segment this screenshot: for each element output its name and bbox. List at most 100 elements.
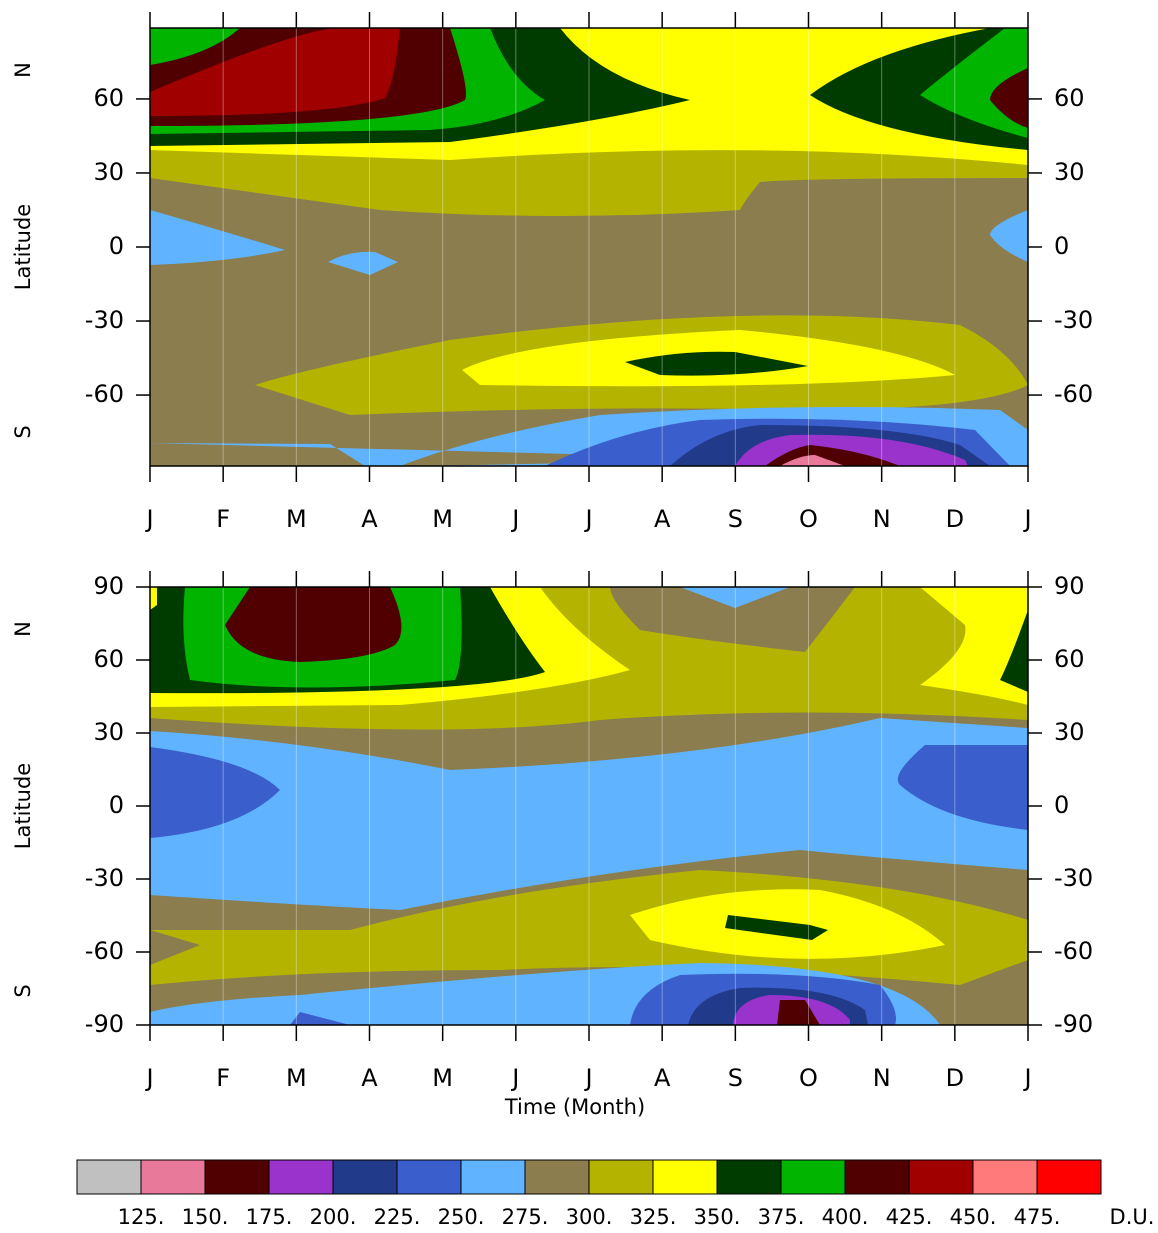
colorbar-label: 450.	[950, 1205, 997, 1229]
y-tick-label: -60	[1054, 937, 1093, 965]
colorbar-swatch	[972, 1159, 1038, 1195]
south-label: S	[11, 984, 35, 997]
contour-panel-2	[150, 587, 1028, 1025]
x-tick-label: S	[728, 505, 743, 533]
y-axis-title: Latitude	[11, 763, 35, 849]
x-axis-title: Time (Month)	[504, 1095, 645, 1119]
x-tick-label: A	[361, 1064, 378, 1092]
y-tick-label: 90	[1054, 572, 1085, 600]
colorbar-label: 325.	[630, 1205, 677, 1229]
y-tick-label: 0	[109, 232, 124, 260]
x-tick-label: J	[144, 505, 153, 533]
colorbar-label: 300.	[566, 1205, 613, 1229]
x-tick-label: J	[144, 1064, 153, 1092]
x-tick-label: J	[510, 505, 519, 533]
x-tick-label: M	[286, 1064, 307, 1092]
colorbar-swatch	[140, 1159, 206, 1195]
x-tick-label: A	[654, 1064, 671, 1092]
colorbar-swatch	[396, 1159, 462, 1195]
y-tick-label: 60	[93, 84, 124, 112]
colorbar-swatch	[76, 1159, 142, 1195]
contour-panel-1	[150, 28, 1028, 466]
x-tick-label: A	[361, 505, 378, 533]
contour-region	[625, 351, 808, 376]
colorbar-label: 175.	[246, 1205, 293, 1229]
y-tick-label: 60	[1054, 84, 1085, 112]
contour-region	[150, 28, 400, 116]
north-label: N	[11, 62, 35, 78]
x-tick-label: N	[873, 505, 891, 533]
colorbar-swatch	[588, 1159, 654, 1195]
colorbar-label: 250.	[438, 1205, 485, 1229]
colorbar-swatch	[1036, 1159, 1102, 1195]
y-tick-label: 90	[93, 572, 124, 600]
x-tick-label: J	[510, 1064, 519, 1092]
contour-region	[1000, 610, 1028, 692]
y-tick-label: -60	[85, 380, 124, 408]
y-tick-label: -60	[1054, 380, 1093, 408]
x-tick-label: F	[216, 1064, 230, 1092]
colorbar-swatch	[268, 1159, 334, 1195]
colorbar-swatch	[844, 1159, 910, 1195]
y-tick-label: -30	[85, 864, 124, 892]
contour-region	[328, 251, 398, 275]
x-tick-label: J	[583, 505, 592, 533]
y-tick-label: 0	[1054, 791, 1069, 819]
colorbar-label: 200.	[310, 1205, 357, 1229]
y-tick-label: 60	[93, 645, 124, 673]
contour-region	[920, 587, 1028, 705]
y-tick-label: 30	[1054, 158, 1085, 186]
contour-region	[290, 1012, 350, 1025]
contour-region	[150, 747, 280, 838]
colorbar-label: 475.	[1014, 1205, 1061, 1229]
x-tick-label: O	[799, 1064, 818, 1092]
colorbar-swatch	[780, 1159, 846, 1195]
y-tick-label: 30	[93, 158, 124, 186]
contour-region	[150, 587, 157, 610]
x-tick-label: J	[583, 1064, 592, 1092]
x-tick-label: F	[216, 505, 230, 533]
y-tick-label: -90	[85, 1010, 124, 1038]
contour-region	[150, 210, 285, 265]
y-tick-label: 60	[1054, 645, 1085, 673]
y-tick-label: 0	[109, 791, 124, 819]
plot-frame	[149, 27, 1029, 467]
colorbar-swatch	[908, 1159, 974, 1195]
x-tick-label: D	[946, 1064, 964, 1092]
contour-region	[897, 745, 1028, 830]
colorbar-label: 350.	[694, 1205, 741, 1229]
colorbar-swatch	[332, 1159, 398, 1195]
colorbar-label: 375.	[758, 1205, 805, 1229]
x-tick-label: J	[1022, 505, 1031, 533]
contour-region	[610, 587, 855, 652]
colorbar-label: 400.	[822, 1205, 869, 1229]
x-tick-label: M	[432, 505, 453, 533]
y-tick-label: -90	[1054, 1010, 1093, 1038]
y-tick-label: 30	[1054, 718, 1085, 746]
y-axis-title: Latitude	[11, 204, 35, 290]
plot-frame	[149, 586, 1029, 1026]
x-tick-label: A	[654, 505, 671, 533]
x-tick-label: O	[799, 505, 818, 533]
x-tick-label: M	[286, 505, 307, 533]
y-tick-label: -60	[85, 937, 124, 965]
south-label: S	[11, 425, 35, 438]
x-tick-label: J	[1022, 1064, 1031, 1092]
x-tick-label: N	[873, 1064, 891, 1092]
contour-region	[780, 455, 845, 466]
contour-region	[990, 68, 1028, 128]
y-tick-label: -30	[85, 306, 124, 334]
colorbar-label: 125.	[118, 1205, 165, 1229]
y-tick-label: -30	[1054, 306, 1093, 334]
north-label: N	[11, 621, 35, 637]
x-tick-label: D	[946, 505, 964, 533]
contour-region	[725, 915, 828, 940]
y-tick-label: -30	[1054, 864, 1093, 892]
contour-region	[777, 1000, 820, 1025]
contour-region	[680, 587, 790, 608]
colorbar-label: 150.	[182, 1205, 229, 1229]
colorbar-swatch	[460, 1159, 526, 1195]
colorbar-unit: D.U.	[1110, 1205, 1155, 1229]
contour-region	[990, 210, 1028, 262]
contour-region	[150, 718, 1028, 910]
